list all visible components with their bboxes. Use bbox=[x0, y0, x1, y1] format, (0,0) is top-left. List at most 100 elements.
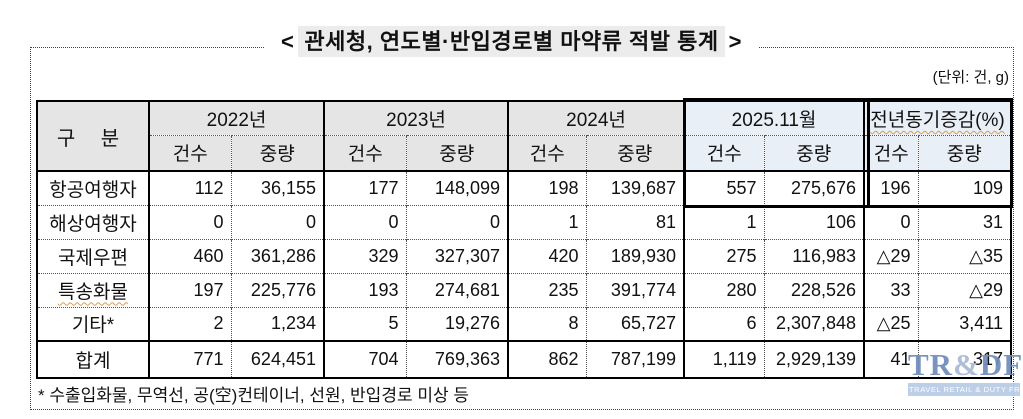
page-title-inner: < 관세청, 연도별·반입경로별 마약류 적발 통계 > bbox=[265, 24, 758, 57]
cell: 177 bbox=[323, 171, 406, 205]
cell: 0 bbox=[405, 204, 508, 239]
row-label: 기타* bbox=[37, 306, 149, 341]
statistics-table: 구 분 2022년 2023년 2024년 2025.11월 전년동기증감(%)… bbox=[36, 100, 1013, 379]
cell: 228,526 bbox=[763, 272, 865, 307]
cell: 2,929,139 bbox=[763, 340, 865, 378]
cell: 197 bbox=[148, 272, 231, 307]
column-header-2024: 2024년 bbox=[507, 101, 684, 135]
table-row-air-traveler: 항공여행자 112 36,155 177 148,099 198 139,687… bbox=[37, 171, 1012, 205]
cell: △35 bbox=[917, 238, 1012, 273]
row-label: 국제우편 bbox=[37, 238, 149, 273]
header-row-years: 구 분 2022년 2023년 2024년 2025.11월 전년동기증감(%) bbox=[37, 101, 1012, 172]
cell: 81 bbox=[585, 204, 684, 239]
cell: 189,930 bbox=[585, 238, 684, 273]
cell: 109 bbox=[917, 171, 1012, 205]
cell: 225,776 bbox=[230, 272, 324, 307]
title-text: 관세청, 연도별·반입경로별 마약류 적발 통계 bbox=[298, 26, 725, 57]
cell: 862 bbox=[507, 340, 586, 378]
cell: 329 bbox=[323, 238, 406, 273]
cell: 2,307,848 bbox=[763, 306, 865, 341]
column-header-2023: 2023년 bbox=[323, 101, 508, 135]
subheader-2024-count: 건수 bbox=[507, 134, 586, 172]
cell: 139,687 bbox=[585, 171, 684, 205]
cell: 275 bbox=[683, 238, 764, 273]
row-label-text: 특송화물 bbox=[58, 281, 128, 303]
cell: 116,983 bbox=[763, 238, 865, 273]
subheader-2023-weight: 중량 bbox=[405, 134, 508, 172]
yoy-change-label: 전년동기증감(%) bbox=[870, 109, 1005, 131]
cell: 317 bbox=[917, 340, 1012, 378]
page-title: < 관세청, 연도별·반입경로별 마약류 적발 통계 > bbox=[0, 24, 1023, 57]
cell: 1 bbox=[507, 204, 586, 239]
cell: 65,727 bbox=[585, 306, 684, 341]
cell: △25 bbox=[863, 306, 919, 341]
column-header-yoy-change: 전년동기증감(%) bbox=[863, 101, 1012, 135]
table-row-total: 합계 771 624,451 704 769,363 862 787,199 1… bbox=[37, 340, 1012, 378]
cell: 19,276 bbox=[405, 306, 508, 341]
column-header-category: 구 분 bbox=[37, 101, 149, 172]
footnote: * 수출입화물, 무역선, 공(空)컨테이너, 선원, 반입경로 미상 등 bbox=[38, 386, 469, 405]
subheader-2024-weight: 중량 bbox=[585, 134, 684, 172]
cell: 112 bbox=[148, 171, 231, 205]
cell: 557 bbox=[683, 171, 764, 205]
title-open-bracket: < bbox=[281, 29, 295, 54]
column-header-2022: 2022년 bbox=[148, 101, 324, 135]
cell: 280 bbox=[683, 272, 764, 307]
table-row-sea-traveler: 해상여행자 0 0 0 0 1 81 1 106 0 31 bbox=[37, 204, 1012, 239]
cell: 5 bbox=[323, 306, 406, 341]
header-row-measures: 건수 중량 건수 중량 건수 중량 건수 중량 건수 중량 bbox=[37, 134, 1012, 172]
cell: 31 bbox=[917, 204, 1012, 239]
cell: 0 bbox=[148, 204, 231, 239]
cell: △29 bbox=[917, 272, 1012, 307]
table-row-other: 기타* 2 1,234 5 19,276 8 65,727 6 2,307,84… bbox=[37, 306, 1012, 341]
row-label: 특송화물 bbox=[37, 272, 149, 307]
cell: 8 bbox=[507, 306, 586, 341]
cell: △29 bbox=[863, 238, 919, 273]
title-close-bracket: > bbox=[728, 29, 742, 54]
cell: 196 bbox=[863, 171, 919, 205]
cell: 327,307 bbox=[405, 238, 508, 273]
watermark-df: DF bbox=[979, 347, 1023, 382]
cell: 36,155 bbox=[230, 171, 324, 205]
cell: 274,681 bbox=[405, 272, 508, 307]
cell: 235 bbox=[507, 272, 586, 307]
column-header-2025-11: 2025.11월 bbox=[682, 101, 865, 135]
cell: 275,676 bbox=[763, 171, 865, 205]
cell: 6 bbox=[683, 306, 764, 341]
row-label: 합계 bbox=[37, 340, 149, 378]
cell: 106 bbox=[763, 204, 865, 239]
cell: 624,451 bbox=[230, 340, 324, 378]
cell: 391,774 bbox=[585, 272, 684, 307]
cell: 0 bbox=[863, 204, 919, 239]
subheader-2025-count: 건수 bbox=[683, 134, 764, 172]
cell: 3,411 bbox=[917, 306, 1012, 341]
unit-note: (단위: 건, g) bbox=[932, 69, 1009, 86]
subheader-2022-count: 건수 bbox=[148, 134, 231, 172]
subheader-2022-weight: 중량 bbox=[230, 134, 324, 172]
cell: 460 bbox=[148, 238, 231, 273]
watermark-logo: TR&DF bbox=[908, 347, 1023, 382]
cell: 420 bbox=[507, 238, 586, 273]
cell: 2 bbox=[148, 306, 231, 341]
trdf-watermark: TR&DF TRAVEL RETAIL & DUTY FREE bbox=[908, 347, 1023, 396]
cell: 148,099 bbox=[405, 171, 508, 205]
table-row-international-mail: 국제우편 460 361,286 329 327,307 420 189,930… bbox=[37, 238, 1012, 273]
cell: 0 bbox=[323, 204, 406, 239]
subheader-yoy-weight: 중량 bbox=[917, 134, 1012, 172]
subheader-yoy-count: 건수 bbox=[863, 134, 919, 172]
row-label: 항공여행자 bbox=[49, 179, 137, 201]
cell: 33 bbox=[863, 272, 919, 307]
watermark-tr: TR bbox=[908, 347, 954, 382]
cell: 193 bbox=[323, 272, 406, 307]
subheader-2025-weight: 중량 bbox=[763, 134, 865, 172]
subheader-2023-count: 건수 bbox=[323, 134, 406, 172]
cell: 1,119 bbox=[683, 340, 764, 378]
table-row-express-cargo: 특송화물 197 225,776 193 274,681 235 391,774… bbox=[37, 272, 1012, 307]
cell: 198 bbox=[507, 171, 586, 205]
watermark-tagline: TRAVEL RETAIL & DUTY FREE bbox=[908, 383, 1023, 396]
cell: 769,363 bbox=[405, 340, 508, 378]
cell: 1 bbox=[683, 204, 764, 239]
cell: 41 bbox=[863, 340, 919, 378]
cell: 361,286 bbox=[230, 238, 324, 273]
